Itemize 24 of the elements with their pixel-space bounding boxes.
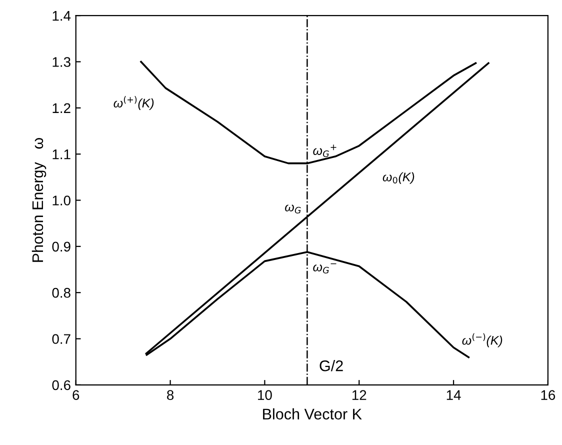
- annotation: ω$_{G}$$^{−}$: [313, 263, 336, 274]
- annotation: ω$^{(−)}$(K): [462, 333, 502, 348]
- ref-line-label: G/2: [320, 360, 343, 372]
- x-tick-label: 6: [72, 390, 80, 400]
- y-tick-label: 0.9: [52, 242, 70, 252]
- annotation: ω$_{G}$$^{+}$: [313, 144, 336, 158]
- y-tick-label: 0.7: [52, 334, 70, 344]
- annotation: ω$^{(+)}$(K): [114, 96, 154, 110]
- y-tick-label: 1.2: [52, 103, 70, 113]
- y-tick-label: 1.1: [52, 150, 70, 160]
- x-tick-label: 14: [446, 390, 461, 400]
- annotation: ω$_{0}$(K): [382, 172, 414, 184]
- y-tick-label: 1.4: [52, 11, 71, 21]
- y-tick-label: 0.6: [52, 380, 70, 390]
- annotation: ω$_{G}$: [285, 204, 301, 214]
- y-tick-label: 1.0: [52, 196, 70, 206]
- y-tick-label: 1.3: [52, 57, 70, 67]
- x-axis-title: Bloch Vector K: [263, 408, 362, 420]
- x-tick-label: 10: [258, 390, 272, 400]
- x-tick-label: 8: [167, 390, 174, 400]
- y-axis-title: Photon Energy ω: [32, 138, 46, 262]
- y-tick-label: 0.8: [52, 288, 70, 298]
- x-tick-label: 12: [352, 390, 366, 400]
- x-tick-label: 16: [541, 390, 556, 400]
